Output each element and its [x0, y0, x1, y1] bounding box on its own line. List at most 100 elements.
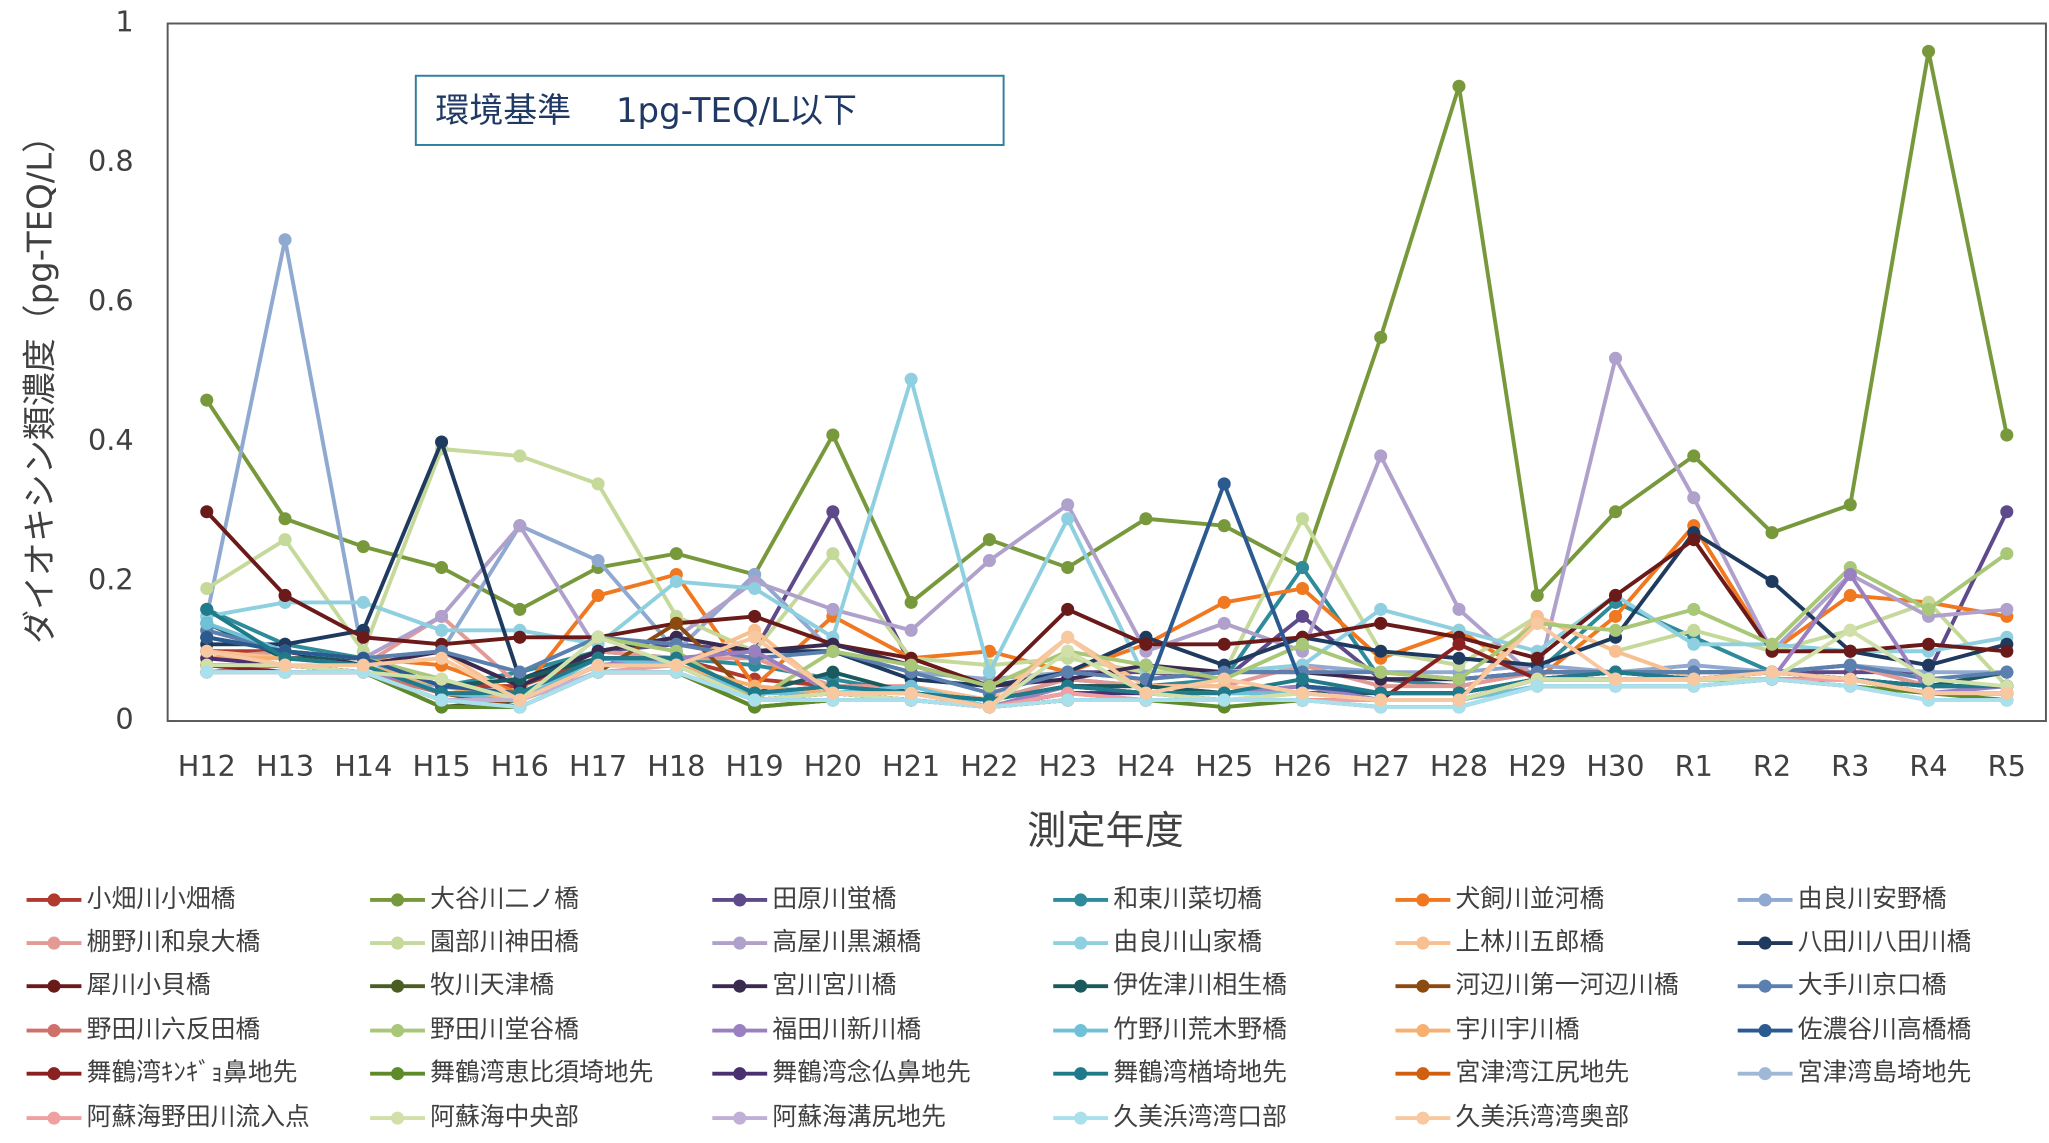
legend-marker [1758, 1024, 1772, 1038]
y-axis-label: ダイオキシン類濃度（pg-TEQ/L） [21, 119, 61, 644]
series-point [1374, 616, 1388, 630]
series-point [1687, 602, 1701, 616]
series-point [278, 658, 292, 672]
legend-marker [1074, 1111, 1088, 1125]
series-point [435, 609, 449, 623]
legend-marker [47, 1067, 61, 1081]
legend-label: 舞鶴湾恵比須埼地先 [430, 1058, 653, 1087]
series-point [591, 477, 605, 491]
series-line [206, 670, 2007, 710]
series-point [1922, 44, 1936, 58]
series-point [1374, 602, 1388, 616]
legend-label: 阿蘇海中央部 [430, 1102, 579, 1131]
legend-label: 小畑川小畑橋 [87, 884, 236, 913]
series-point [200, 505, 214, 519]
x-tick-label: H29 [1508, 749, 1566, 783]
series-point [1217, 616, 1231, 630]
series-line [204, 237, 2007, 682]
series-point [200, 644, 214, 658]
legend-marker [1416, 893, 1430, 907]
series-point [1530, 679, 1544, 693]
series-point [1687, 449, 1701, 463]
series-point [1608, 351, 1623, 365]
series-line [205, 49, 2009, 612]
legend-marker [1758, 893, 1772, 907]
series-point [1843, 644, 1857, 658]
legend-marker [390, 1111, 405, 1125]
x-tick-label: R5 [1988, 749, 2026, 783]
series-point [1374, 693, 1388, 707]
legend-label: 由良川山家橋 [1113, 927, 1262, 956]
legend-marker [1758, 1067, 1772, 1081]
series-point [1843, 623, 1857, 637]
series-line [206, 356, 2007, 682]
series-point [356, 658, 370, 672]
series-line [206, 377, 2008, 682]
series-line [205, 510, 2007, 689]
x-tick-label: H15 [412, 749, 470, 783]
series-point [1217, 595, 1231, 609]
legend-label: 宮津湾江尻地先 [1456, 1058, 1630, 1087]
series-point [1061, 644, 1075, 658]
x-tick-label: H26 [1273, 749, 1331, 783]
x-tick-label: H20 [804, 749, 862, 783]
series-point [1765, 637, 1779, 651]
series-point [669, 658, 683, 672]
series-point [513, 449, 527, 463]
x-tick-label: H23 [1039, 749, 1097, 783]
legend-marker [390, 1024, 405, 1038]
legend-label: 由良川安野橋 [1798, 884, 1947, 913]
series-line [205, 447, 2009, 688]
series-point [1217, 477, 1231, 491]
y-tick-label: 0.6 [88, 284, 134, 318]
series-point [1765, 526, 1779, 540]
x-tick-label: R3 [1831, 749, 1869, 783]
legend-marker [47, 1024, 61, 1038]
series-point [200, 393, 214, 407]
plot-frame [166, 22, 2047, 722]
series-point [1139, 512, 1153, 526]
series-point [1139, 686, 1153, 700]
series-point [1452, 693, 1466, 707]
series-point [1608, 644, 1623, 658]
series-point [1374, 330, 1388, 344]
series-point [435, 651, 449, 665]
series-point [2000, 686, 2014, 700]
legend-marker [390, 893, 405, 907]
legend-label: 野田川堂谷橋 [430, 1015, 579, 1044]
series-point [1843, 498, 1857, 512]
series-point [1922, 602, 1936, 616]
series-point [1608, 588, 1623, 602]
series-point [826, 428, 840, 442]
series-point [982, 533, 996, 547]
legend-label: 福田川新川橋 [772, 1015, 921, 1044]
series-point [826, 665, 840, 679]
series-point [435, 561, 449, 575]
series-point [826, 602, 840, 616]
x-tick-label: H25 [1195, 749, 1253, 783]
series-point [904, 658, 918, 672]
x-tick-label: H14 [334, 749, 392, 783]
legend-label: 宇川宇川橋 [1456, 1015, 1580, 1044]
series-line [206, 621, 2007, 710]
legend-label: 牧川天津橋 [430, 970, 554, 999]
series-point [513, 665, 527, 679]
series-point [1295, 609, 1309, 623]
series-point [2000, 505, 2014, 519]
annotation-box [414, 74, 1005, 146]
legend-marker [47, 1111, 61, 1125]
series-point [1061, 602, 1075, 616]
legend-marker [47, 893, 61, 907]
series-point [356, 540, 370, 554]
legend-label: 高屋川黒瀬橋 [772, 927, 921, 956]
legend-label: 大谷川二ノ橋 [430, 884, 579, 913]
x-tick-label: H28 [1430, 749, 1488, 783]
legend-marker [1416, 936, 1430, 950]
x-tick-label: H16 [491, 749, 549, 783]
y-tick-label: 0.4 [88, 423, 134, 457]
legend-marker [390, 936, 405, 950]
series-point [2000, 428, 2014, 442]
series-point [1295, 637, 1309, 651]
series-point [513, 602, 527, 616]
